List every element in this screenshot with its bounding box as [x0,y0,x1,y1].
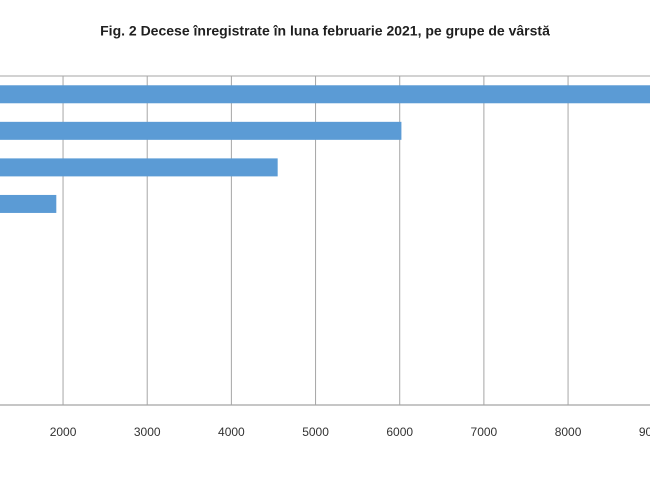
x-tick-label: 8000 [555,425,582,439]
x-tick-label: 7000 [471,425,498,439]
x-tick-label: 4000 [218,425,245,439]
x-tick-label: 6000 [386,425,413,439]
bar [0,121,402,140]
bar [0,85,650,104]
x-tick-label: 2000 [50,425,77,439]
bar [0,158,278,177]
x-tick-label: 5000 [302,425,329,439]
chart-title: Fig. 2 Decese înregistrate în luna febru… [100,23,550,39]
x-tick-label: 3000 [134,425,161,439]
x-tick-label: 9000 [639,425,650,439]
bar [0,194,57,213]
